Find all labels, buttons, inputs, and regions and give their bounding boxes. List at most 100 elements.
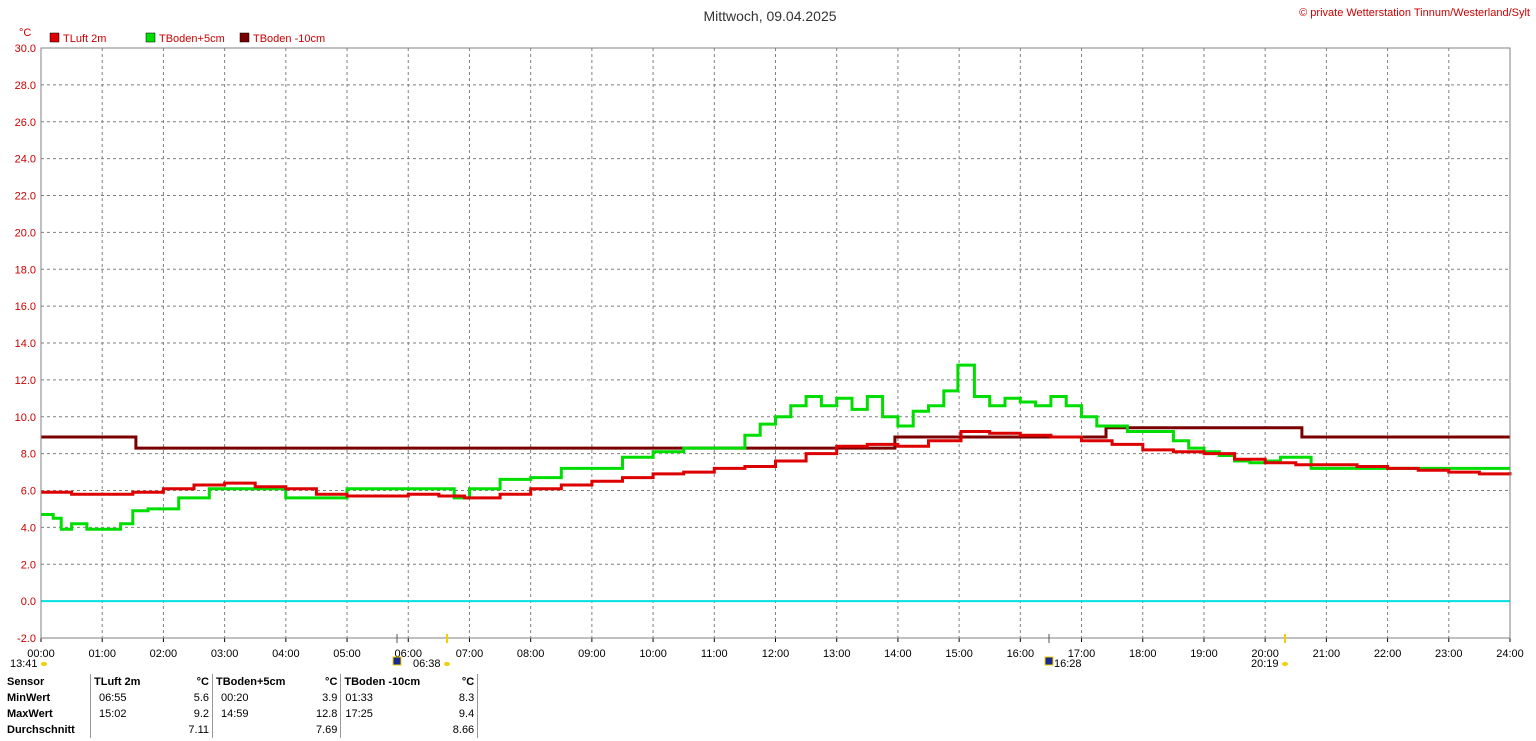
series-lines (41, 363, 1512, 531)
x-tick-label: 00:00 (27, 648, 55, 660)
y-tick-label: 14.0 (15, 338, 36, 350)
stats-cell: 8.3 (423, 690, 479, 706)
stats-row-label: Durchschnitt (4, 722, 91, 738)
plot-frame (40, 47, 1511, 639)
x-tick-label: 10:00 (639, 648, 667, 660)
stats-cell: 5.6 (148, 690, 213, 706)
legend-swatch-tboden5 (145, 32, 156, 43)
stats-cell (341, 722, 389, 738)
x-tick-label: 04:00 (272, 648, 300, 660)
stats-cell (91, 722, 143, 738)
stats-row-label: MaxWert (4, 706, 91, 722)
grid (41, 48, 1510, 638)
y-tick-label: 10.0 (15, 412, 36, 424)
sun-icon (41, 662, 47, 666)
stats-cell: 01:33 (345, 692, 373, 704)
y-tick-label: 6.0 (21, 486, 36, 498)
stats-cell: 17:25 (345, 708, 373, 720)
stats-header-s2: TBoden+5cm (216, 676, 286, 688)
moon-icon-2 (1044, 656, 1054, 666)
x-tick-label: 01:00 (88, 648, 116, 660)
series-line-0 (41, 430, 1512, 500)
y-tick-label: 12.0 (15, 375, 36, 387)
stats-cell: 12.8 (288, 706, 342, 722)
moonset-time: 16:28 (1054, 658, 1082, 670)
stats-cell: 3.9 (288, 690, 342, 706)
stats-header-s2-unit: °C (288, 674, 342, 690)
y-tick-label: 18.0 (15, 264, 36, 276)
x-tick-label: 08:00 (517, 648, 545, 660)
x-tick-label: 02:00 (150, 648, 178, 660)
sunrise-time: 06:38 (413, 658, 441, 670)
stats-row-avg: Durchschnitt 7.11 7.69 8.66 (4, 722, 479, 738)
x-axis: 00:00 01:00 02:00 03:00 04:00 05:00 06:00 07:00… (27, 638, 1524, 660)
stats-cell: 8.66 (423, 722, 479, 738)
stats-cell: 7.11 (148, 722, 213, 738)
moon-rise-time: 13:41 (10, 658, 38, 670)
x-tick-label: 21:00 (1313, 648, 1341, 660)
stats-cell: 14:59 (221, 708, 249, 720)
sun-icon-2 (444, 662, 450, 666)
y-tick-label: 22.0 (15, 191, 36, 203)
x-tick-label: 05:00 (333, 648, 361, 660)
y-axis-unit: °C (19, 27, 31, 39)
x-tick-label: 07:00 (456, 648, 484, 660)
x-tick-label: 13:00 (823, 648, 851, 660)
stats-header-s3-unit: °C (423, 674, 479, 690)
y-tick-label: 30.0 (15, 43, 36, 55)
x-tick-label: 14:00 (884, 648, 912, 660)
x-tick-label: 20:00 (1251, 648, 1279, 660)
copyright-text: © private Wetterstation Tinnum/Westerlan… (1299, 7, 1530, 19)
y-tick-label: 26.0 (15, 117, 36, 129)
x-tick-label: 03:00 (211, 648, 239, 660)
x-tick-label: 22:00 (1374, 648, 1402, 660)
stats-header-sensor: Sensor (4, 674, 91, 690)
legend-swatch-tboden10 (239, 32, 250, 43)
stats-row-max: MaxWert 15:02 9.2 14:59 12.8 17:25 9.4 (4, 706, 479, 722)
series-line-1 (41, 363, 1510, 531)
legend-label-tluft: TLuft 2m (63, 33, 106, 45)
x-tick-label: 18:00 (1129, 648, 1157, 660)
y-tick-label: 2.0 (21, 559, 36, 571)
stats-cell (213, 722, 265, 738)
stats-cell: 9.4 (423, 706, 479, 722)
stats-header-s1: TLuft 2m (94, 676, 141, 688)
y-axis: -2.0 0.0 2.0 4.0 6.0 8.0 10.0 12.0 14.0 16.0 18.0 2… (15, 43, 36, 645)
y-tick-label: -2.0 (17, 633, 36, 645)
stats-table: Sensor TLuft 2m °C TBoden+5cm °C TBoden … (4, 674, 479, 738)
x-tick-label: 17:00 (1068, 648, 1096, 660)
legend-label-tboden10: TBoden -10cm (253, 33, 325, 45)
series-line-2 (41, 426, 1510, 450)
sun-moon-markers: 13:41 06:38 16:28 20:19 (10, 634, 1288, 670)
sun-icon-3 (1282, 662, 1288, 666)
sunset-time: 20:19 (1251, 658, 1279, 670)
legend-label-tboden5: TBoden+5cm (159, 33, 225, 45)
x-tick-label: 09:00 (578, 648, 606, 660)
x-tick-label: 12:00 (762, 648, 790, 660)
y-tick-label: 4.0 (21, 522, 36, 534)
stats-cell: 00:20 (221, 692, 249, 704)
y-tick-label: 24.0 (15, 154, 36, 166)
x-tick-label: 23:00 (1435, 648, 1463, 660)
x-tick-label: 15:00 (945, 648, 973, 660)
y-tick-label: 0.0 (21, 596, 36, 608)
stats-header-row: Sensor TLuft 2m °C TBoden+5cm °C TBoden … (4, 674, 479, 690)
legend: TLuft 2m TBoden+5cm TBoden -10cm (49, 32, 325, 45)
temperature-chart: Mittwoch, 09.04.2025 © private Wettersta… (10, 7, 1530, 670)
stats-row-label: MinWert (4, 690, 91, 706)
x-tick-label: 19:00 (1190, 648, 1218, 660)
moon-icon (392, 656, 402, 666)
y-tick-label: 16.0 (15, 301, 36, 313)
y-tick-label: 28.0 (15, 80, 36, 92)
stats-cell: 7.69 (288, 722, 342, 738)
stats-cell: 06:55 (99, 692, 127, 704)
stats-row-min: MinWert 06:55 5.6 00:20 3.9 01:33 8.3 (4, 690, 479, 706)
chart-title: Mittwoch, 09.04.2025 (703, 8, 836, 24)
x-tick-label: 11:00 (701, 648, 728, 660)
stats-header-s3: TBoden -10cm (344, 676, 421, 688)
y-tick-label: 8.0 (21, 449, 36, 461)
stats-header-s1-unit: °C (148, 674, 213, 690)
x-tick-label: 16:00 (1007, 648, 1035, 660)
x-tick-label: 24:00 (1496, 648, 1524, 660)
y-tick-label: 20.0 (15, 227, 36, 239)
